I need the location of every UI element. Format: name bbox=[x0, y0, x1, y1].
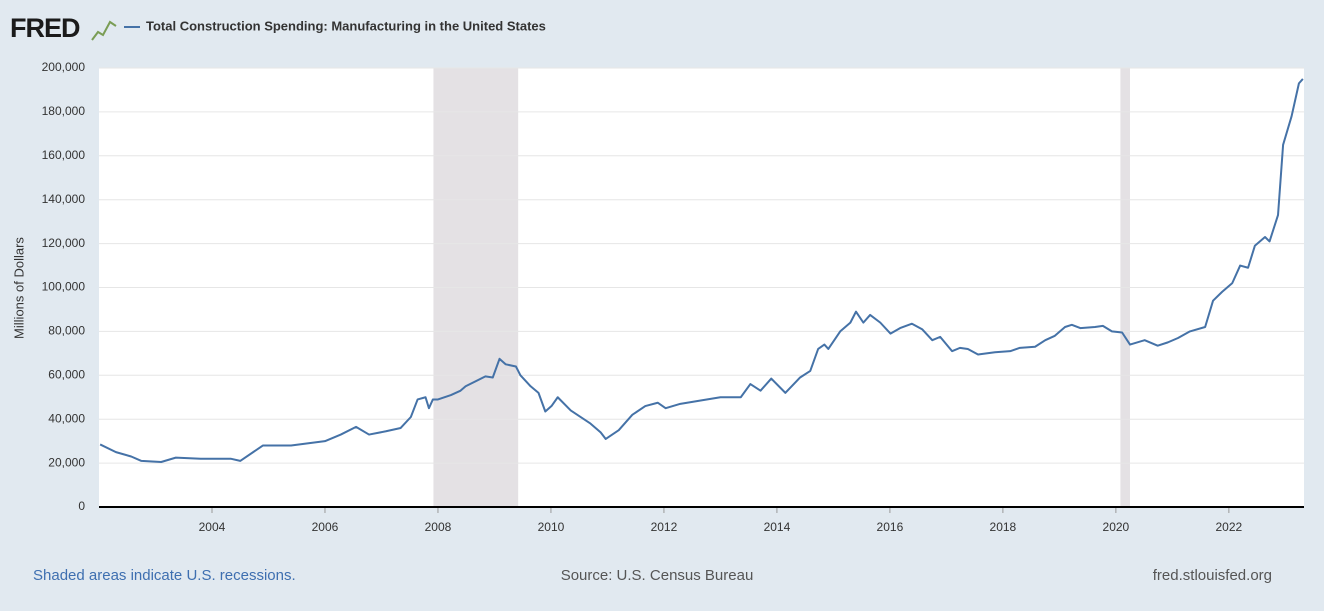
y-tick-label: 120,000 bbox=[42, 236, 86, 250]
data-line bbox=[99, 78, 1304, 464]
logo-icon bbox=[91, 20, 117, 41]
recession-note[interactable]: Shaded areas indicate U.S. recessions. bbox=[33, 567, 296, 584]
x-tick-label: 2022 bbox=[1216, 520, 1243, 534]
y-tick-label: 100,000 bbox=[42, 280, 86, 294]
y-tick-label: 0 bbox=[78, 499, 85, 513]
legend-title: Total Construction Spending: Manufacturi… bbox=[146, 18, 546, 33]
x-tick-label: 2004 bbox=[199, 520, 226, 534]
x-tick-label: 2016 bbox=[877, 520, 904, 534]
y-tick-label: 200,000 bbox=[42, 60, 86, 74]
x-tick-label: 2018 bbox=[990, 520, 1017, 534]
x-tick-label: 2006 bbox=[312, 520, 339, 534]
y-tick-label: 80,000 bbox=[48, 324, 85, 338]
x-tick-label: 2014 bbox=[764, 520, 791, 534]
x-tick-label: 2020 bbox=[1103, 520, 1130, 534]
x-tick-label: 2012 bbox=[651, 520, 678, 534]
x-tick-label: 2010 bbox=[538, 520, 565, 534]
site[interactable]: fred.stlouisfed.org bbox=[1153, 567, 1272, 584]
x-tick-label: 2008 bbox=[425, 520, 452, 534]
y-tick-label: 140,000 bbox=[42, 192, 86, 206]
y-tick-label: 20,000 bbox=[48, 455, 85, 469]
y-tick-label: 60,000 bbox=[48, 367, 85, 381]
y-tick-label: 40,000 bbox=[48, 411, 85, 425]
y-tick-label: 160,000 bbox=[42, 148, 86, 162]
y-axis-label: Millions of Dollars bbox=[11, 237, 26, 339]
source: Source: U.S. Census Bureau bbox=[561, 567, 754, 584]
logo: FRED bbox=[10, 13, 80, 43]
y-tick-label: 180,000 bbox=[42, 104, 86, 118]
